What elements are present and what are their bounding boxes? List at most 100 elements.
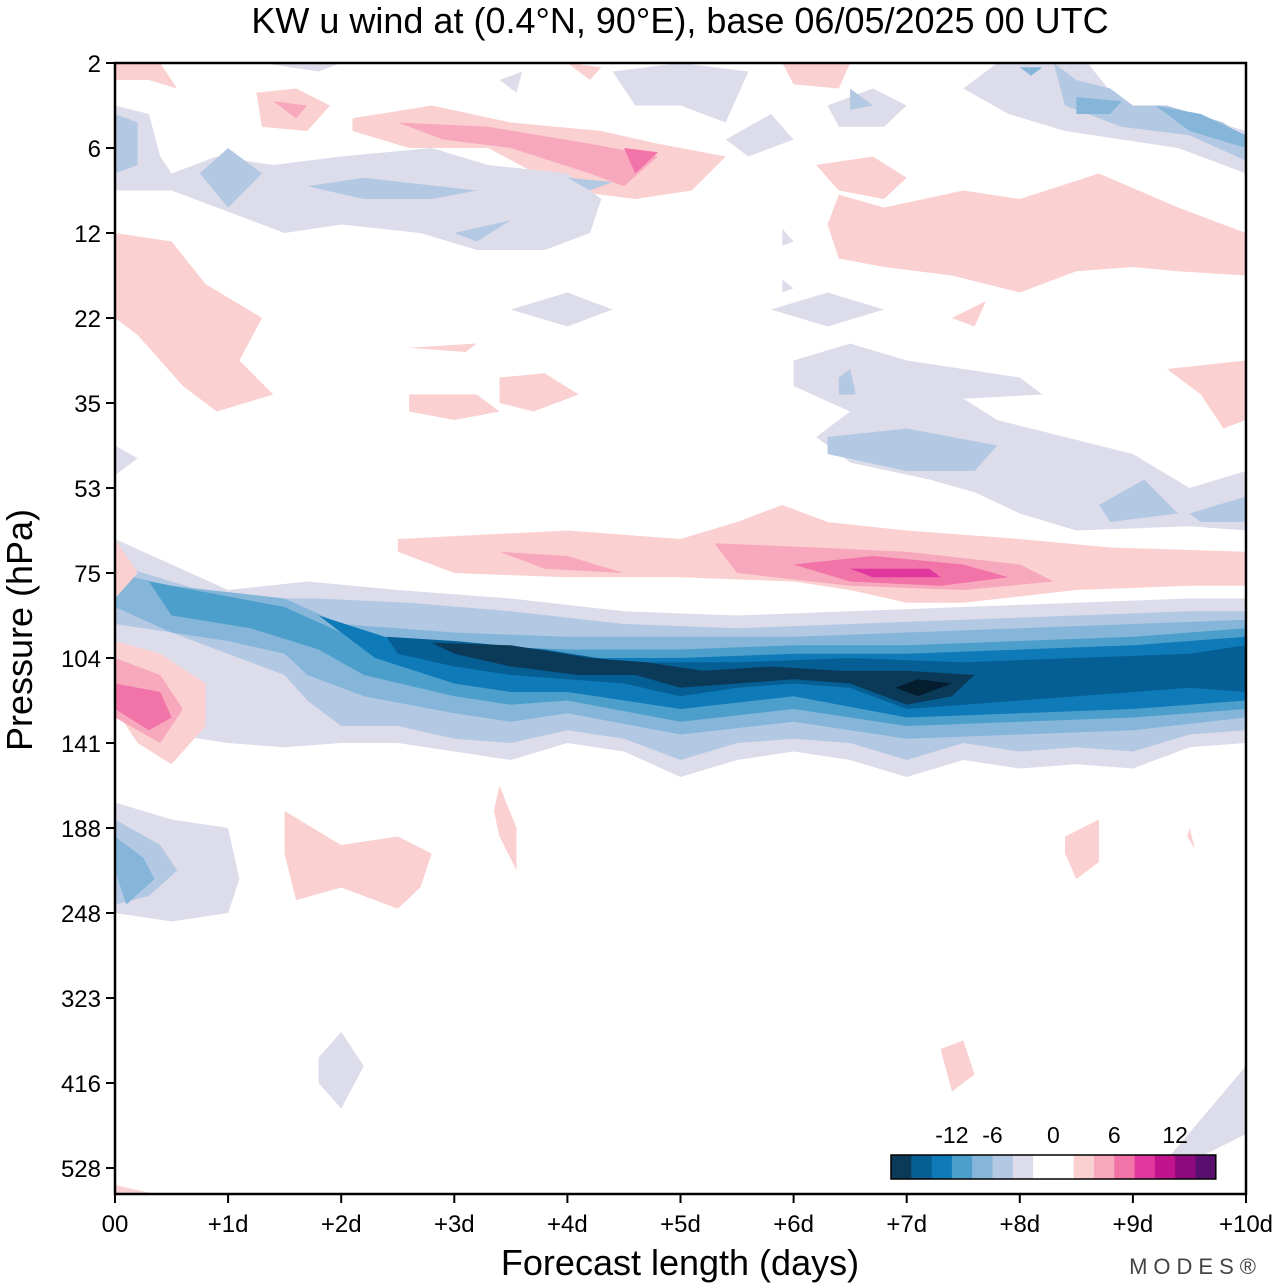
y-axis: 2 6 12 22 35 53 75 104 141 188 248 323 416 528 <box>61 51 115 1183</box>
colorbar-swatch <box>911 1155 932 1179</box>
easterly-upper <box>567 177 613 191</box>
easterly-upper <box>1099 479 1179 522</box>
colorbar-swatch <box>1195 1155 1217 1179</box>
x-tick-label: +8d <box>999 1211 1040 1238</box>
y-tick-label: 53 <box>74 476 101 503</box>
y-tick-label: 35 <box>74 391 101 418</box>
x-tick-label: +2d <box>321 1211 362 1238</box>
x-axis-title: Forecast length (days) <box>501 1242 859 1283</box>
chart-title: KW u wind at (0.4°N, 90°E), base 06/05/2… <box>251 0 1108 41</box>
easterly-upper <box>771 292 885 327</box>
easterly-jet-core <box>431 642 975 705</box>
easterly-upper <box>827 88 907 127</box>
y-tick-label: 248 <box>61 901 101 928</box>
westerly-lower <box>493 785 517 871</box>
y-tick-label: 2 <box>88 51 101 78</box>
westerly-layer <box>499 551 624 573</box>
brand-logo: MODES® <box>1129 1254 1262 1279</box>
easterly-upper <box>499 71 523 93</box>
easterly-upper <box>1076 97 1122 114</box>
westerly-upper <box>273 101 308 119</box>
westerly-layer <box>850 568 941 578</box>
colorbar-swatch <box>951 1155 973 1179</box>
x-tick-label: +1d <box>208 1211 249 1238</box>
colorbar-tick-label: 6 <box>1108 1122 1121 1148</box>
colorbar-swatch <box>1154 1155 1176 1179</box>
easterly-upper <box>1189 496 1246 522</box>
y-tick-label: 323 <box>61 986 101 1013</box>
westerly-upper <box>115 233 274 412</box>
x-tick-label: +5d <box>660 1211 701 1238</box>
x-tick-label: +6d <box>773 1211 814 1238</box>
westerly-layer <box>115 539 138 599</box>
easterly-lower <box>1166 1066 1246 1168</box>
easterly-upper <box>307 177 477 199</box>
y-tick-label: 22 <box>74 306 101 333</box>
colorbar-swatch <box>972 1155 993 1179</box>
westerly-upper <box>409 394 500 420</box>
colorbar-swatch <box>891 1155 912 1179</box>
westerly-max-initial <box>115 683 172 731</box>
x-tick-label: +9d <box>1113 1211 1154 1238</box>
colorbar-swatch <box>1094 1155 1115 1179</box>
westerly-lower <box>940 1040 975 1092</box>
easterly-upper <box>510 292 613 327</box>
y-tick-label: 141 <box>61 731 101 758</box>
westerly-lower <box>1065 819 1099 879</box>
easterly-upper <box>262 63 342 72</box>
colorbar-frame <box>890 1154 1217 1180</box>
x-tick-label: 00 <box>102 1211 129 1238</box>
easterly-upper <box>115 105 602 250</box>
colorbar-swatch <box>1175 1155 1196 1179</box>
westerly-lower <box>1187 828 1196 850</box>
easterly-upper <box>827 428 998 471</box>
colorbar-swatch <box>1114 1155 1135 1179</box>
y-tick-label: 188 <box>61 816 101 843</box>
easterly-upper <box>793 343 1246 531</box>
easterly-upper <box>782 228 794 246</box>
westerly-upper <box>624 148 658 174</box>
colorbar-swatch <box>931 1155 953 1179</box>
westerly-lower <box>284 811 432 909</box>
colorbar-swatch <box>1012 1155 1034 1179</box>
contour-field <box>115 63 1246 1219</box>
easterly-upper <box>850 88 873 110</box>
colorbar-swatch <box>1134 1155 1156 1179</box>
westerly-lower <box>590 1202 635 1219</box>
x-tick-label: +10d <box>1219 1211 1273 1238</box>
westerly-upper <box>115 63 178 89</box>
y-axis-title: Pressure (hPa) <box>0 509 40 751</box>
westerly-lower <box>115 1185 155 1194</box>
easterly-upper <box>725 114 794 157</box>
easterly-upper <box>838 369 856 395</box>
westerly-upper <box>782 63 851 89</box>
easterly-upper <box>454 220 511 242</box>
easterly-upper <box>612 63 749 123</box>
y-tick-label: 104 <box>61 646 101 673</box>
colorbar-swatch <box>1073 1155 1095 1179</box>
easterly-upper <box>1155 105 1246 148</box>
x-tick-label: +3d <box>434 1211 475 1238</box>
colorbar-tick-label: 12 <box>1162 1122 1188 1148</box>
y-tick-label: 416 <box>61 1071 101 1098</box>
easterly-lower <box>318 1032 364 1109</box>
easterly-upper <box>115 114 138 174</box>
x-axis: 00 +1d +2d +3d +4d +5d +6d +7d +8d +9d +10d <box>102 1194 1273 1238</box>
y-tick-label: 12 <box>74 221 101 248</box>
easterly-jet-core <box>895 679 952 697</box>
easterly-lower <box>115 836 155 905</box>
colorbar-swatch <box>1033 1155 1054 1179</box>
y-tick-label: 75 <box>74 561 101 588</box>
westerly-upper <box>499 373 579 412</box>
easterly-upper <box>1019 67 1043 76</box>
y-tick-label: 528 <box>61 1156 101 1183</box>
westerly-upper <box>951 301 986 327</box>
westerly-upper <box>1166 360 1246 429</box>
colorbar-tick-label: -6 <box>982 1122 1002 1148</box>
colorbar-tick-label: 0 <box>1047 1122 1060 1148</box>
y-tick-label: 6 <box>88 136 101 163</box>
colorbar-swatch <box>992 1155 1014 1179</box>
colorbar-legend: -12 -6 0 6 12 <box>890 1122 1217 1180</box>
colorbar-swatch <box>1053 1155 1075 1179</box>
